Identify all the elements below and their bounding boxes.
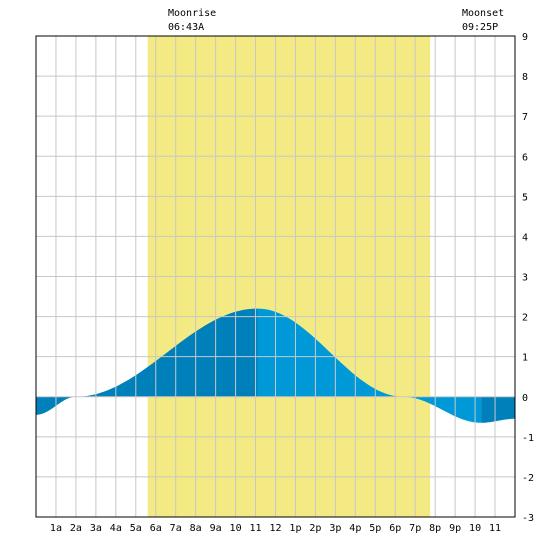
y-tick-label: 3 xyxy=(522,273,528,284)
x-tick-label: 12 xyxy=(269,523,281,534)
y-tick-label: -3 xyxy=(522,513,534,524)
y-tick-label: 7 xyxy=(522,112,528,123)
x-tick-label: 5p xyxy=(369,523,381,534)
x-tick-label: 7p xyxy=(409,523,421,534)
moonset-time: 09:25P xyxy=(462,22,498,33)
y-tick-label: 5 xyxy=(522,192,528,203)
x-tick-label: 3p xyxy=(329,523,341,534)
tide-segment xyxy=(403,396,482,423)
y-tick-label: 8 xyxy=(522,72,528,83)
y-tick-label: 0 xyxy=(522,393,528,404)
y-tick-label: 6 xyxy=(522,152,528,163)
tide-segment xyxy=(257,308,404,397)
x-tick-label: 3a xyxy=(90,523,102,534)
tide-segment xyxy=(481,396,515,423)
y-tick-label: 1 xyxy=(522,353,528,364)
y-tick-label: 4 xyxy=(522,232,528,243)
x-tick-label: 1a xyxy=(50,523,62,534)
x-tick-label: 5a xyxy=(130,523,142,534)
x-tick-label: 6p xyxy=(389,523,401,534)
x-tick-label: 2a xyxy=(70,523,82,534)
x-tick-label: 1p xyxy=(289,523,301,534)
y-tick-label: -1 xyxy=(522,433,534,444)
plot-border xyxy=(35,35,516,518)
x-tick-label: 8a xyxy=(190,523,202,534)
x-tick-label: 11 xyxy=(489,523,501,534)
x-tick-labels: 1a 2a 3a 4a 5a 6a 7a 8a 9a 10 11 12 1p 2p 3p 4p 5p 6p 7p 8p… xyxy=(50,523,501,534)
y-tick-label: 2 xyxy=(522,313,528,324)
y-tick-label: -2 xyxy=(522,473,534,484)
moonrise-label: Moonrise xyxy=(168,8,216,19)
x-tick-label: 4a xyxy=(110,523,122,534)
y-tick-labels: -3 -2 -1 0 1 2 3 4 5 6 7 8 9 xyxy=(522,32,534,524)
y-tick-label: 9 xyxy=(522,32,528,43)
moonrise-time: 06:43A xyxy=(168,22,204,33)
moonset-label: Moonset xyxy=(462,8,504,19)
x-tick-label: 9a xyxy=(210,523,222,534)
tide-segment xyxy=(75,308,258,397)
x-tick-label: 8p xyxy=(429,523,441,534)
x-tick-label: 11 xyxy=(250,523,262,534)
x-tick-label: 10 xyxy=(469,523,481,534)
x-tick-label: 4p xyxy=(349,523,361,534)
x-tick-label: 9p xyxy=(449,523,461,534)
x-tick-label: 6a xyxy=(150,523,162,534)
tide-area-group xyxy=(36,308,515,423)
x-tick-label: 7a xyxy=(170,523,182,534)
x-tick-label: 2p xyxy=(309,523,321,534)
x-tick-label: 10 xyxy=(230,523,242,534)
